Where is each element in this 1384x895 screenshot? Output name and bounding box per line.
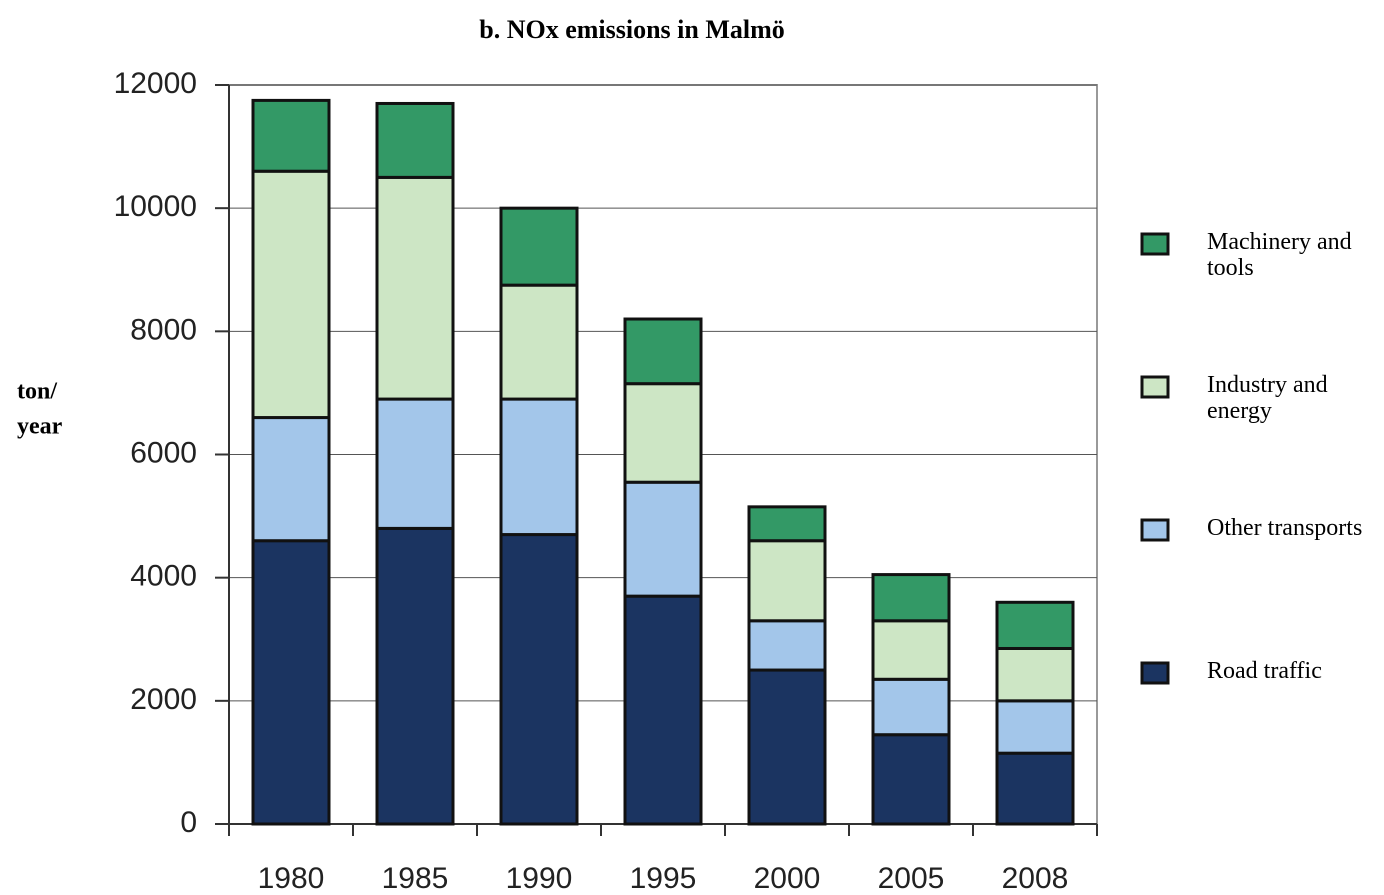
legend-label: Industry and energy	[1207, 372, 1328, 424]
bar-segment	[871, 573, 951, 623]
bar-segment	[871, 733, 951, 826]
bar-segment	[251, 539, 331, 826]
x-tick-label: 2005	[878, 862, 945, 895]
x-tick-label: 1995	[630, 862, 697, 895]
bar-segment	[995, 699, 1075, 755]
bar-segment	[499, 206, 579, 287]
bar-segment	[995, 751, 1075, 826]
y-tick-label: 12000	[114, 67, 197, 100]
bar-segment	[499, 283, 579, 401]
bar-segment	[499, 397, 579, 537]
bar-segment	[375, 526, 455, 826]
bar-segment	[375, 175, 455, 401]
bar-segment	[375, 101, 455, 179]
y-tick-label: 6000	[130, 436, 197, 469]
legend-label: Machinery and tools	[1207, 229, 1352, 281]
bar-segment	[499, 533, 579, 826]
x-tick-label: 1990	[506, 862, 573, 895]
x-tick-label: 1985	[382, 862, 449, 895]
legend-label: Other transports	[1207, 515, 1363, 541]
y-tick-label: 4000	[130, 560, 197, 593]
bar-segment	[995, 600, 1075, 650]
y-axis-label: year	[17, 414, 63, 440]
bar-segment	[747, 668, 827, 826]
y-axis-label: ton/	[17, 379, 57, 405]
y-tick-label: 10000	[114, 190, 197, 223]
chart-title: b. NOx emissions in Malmö	[479, 15, 785, 44]
legend-swatch	[1140, 661, 1170, 685]
x-tick-label: 1980	[258, 862, 325, 895]
bar-segment	[251, 169, 331, 420]
bar-segment	[747, 505, 827, 543]
bar-segment	[623, 594, 703, 826]
legend-swatch	[1140, 375, 1170, 399]
y-tick-label: 2000	[130, 683, 197, 716]
y-tick-label: 0	[180, 806, 197, 839]
y-tick-label: 8000	[130, 313, 197, 346]
x-tick-label: 2000	[754, 862, 821, 895]
bar-segment	[747, 539, 827, 623]
bar-segment	[995, 646, 1075, 703]
bar-segment	[871, 677, 951, 737]
x-tick-label: 2008	[1002, 862, 1069, 895]
bar-segment	[251, 416, 331, 543]
bar-segment	[623, 382, 703, 484]
bar-segment	[375, 397, 455, 530]
legend-label: Road traffic	[1207, 658, 1322, 684]
bar-segment	[251, 98, 331, 173]
bar-segment	[747, 619, 827, 672]
legend-swatch	[1140, 232, 1170, 256]
bar-segment	[623, 317, 703, 386]
legend-swatch	[1140, 518, 1170, 542]
bar-segment	[871, 619, 951, 681]
bar-segment	[623, 480, 703, 598]
